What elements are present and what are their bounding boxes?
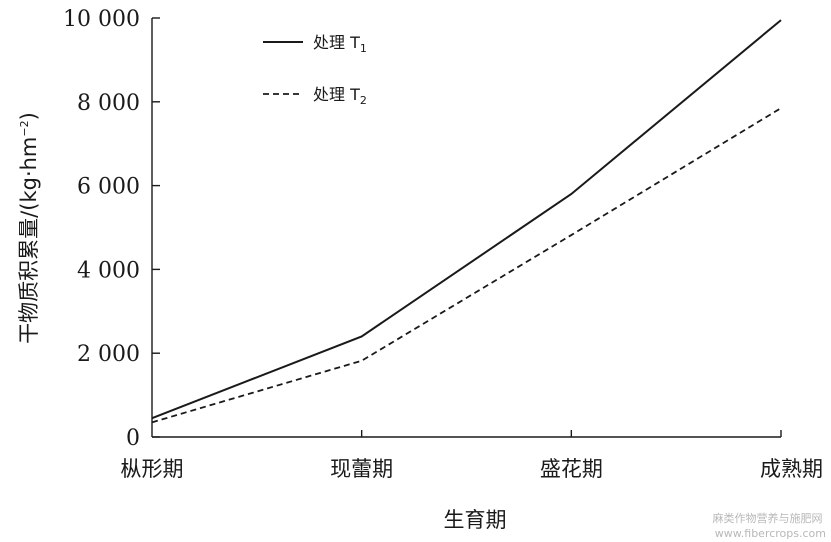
watermark-line-1: 麻类作物营养与施肥网 <box>713 511 823 525</box>
y-axis-title-main: 干物质积累量/(kg·hm <box>17 137 41 344</box>
watermark-line-2: www.fibercrops.com <box>715 527 826 540</box>
x-tick-label: 枞形期 <box>121 457 184 481</box>
series-line-2 <box>151 107 782 424</box>
y-tick-label: 0 <box>126 426 140 451</box>
y-tick-label: 8 000 <box>77 91 140 116</box>
x-axis-title: 生育期 <box>444 508 507 532</box>
x-axis-ticks: 枞形期 现蕾期 盛花期 成熟期 <box>121 430 823 481</box>
y-axis-title-close: ) <box>17 112 41 120</box>
y-tick-label: 2 000 <box>77 342 140 367</box>
series-lines <box>151 19 782 424</box>
legend: 处理 T1 处理 T2 <box>263 33 367 107</box>
x-tick-label: 成熟期 <box>760 457 823 481</box>
y-tick-label: 6 000 <box>77 175 140 200</box>
y-axis-title-sup: −2 <box>18 120 31 136</box>
legend-label-2: 处理 T2 <box>313 85 367 107</box>
series-line-1 <box>151 19 782 420</box>
x-tick-label: 盛花期 <box>540 457 603 481</box>
axes <box>151 18 781 438</box>
y-tick-label: 4 000 <box>77 258 140 283</box>
x-tick-label: 现蕾期 <box>330 457 393 481</box>
watermark: 麻类作物营养与施肥网 www.fibercrops.com <box>713 511 827 540</box>
y-tick-label: 10 000 <box>63 7 140 32</box>
y-axis-ticks: 0 2 000 4 000 6 000 8 000 10 000 <box>63 7 160 451</box>
legend-label-1: 处理 T1 <box>313 33 367 55</box>
y-axis-title: 干物质积累量/(kg·hm−2) <box>17 112 41 344</box>
